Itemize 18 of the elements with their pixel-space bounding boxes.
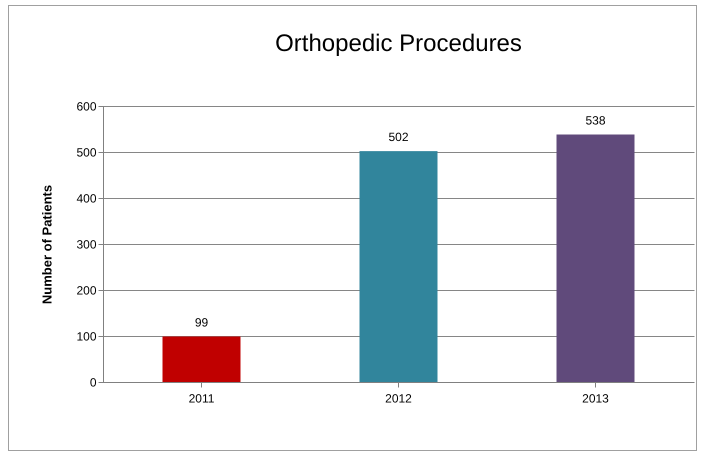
chart-title: Orthopedic Procedures [275,30,522,57]
y-tick-label: 0 [90,376,97,390]
data-label: 538 [585,114,606,128]
y-axis-title: Number of Patients [39,184,54,304]
y-tick-label: 600 [76,100,97,114]
y-tick-label: 500 [76,146,97,160]
y-tick-label: 300 [76,238,97,252]
y-tick-label: 100 [76,330,97,344]
data-label: 502 [388,130,409,144]
x-tick-label: 2012 [385,392,412,406]
y-tick-label: 400 [76,192,97,206]
y-tick-label: 200 [76,284,97,298]
bar [360,151,438,382]
x-tick-label: 2011 [188,392,215,406]
bar [162,336,240,382]
data-label: 99 [194,315,208,330]
bar [556,134,634,382]
x-tick-label: 2013 [582,392,610,406]
